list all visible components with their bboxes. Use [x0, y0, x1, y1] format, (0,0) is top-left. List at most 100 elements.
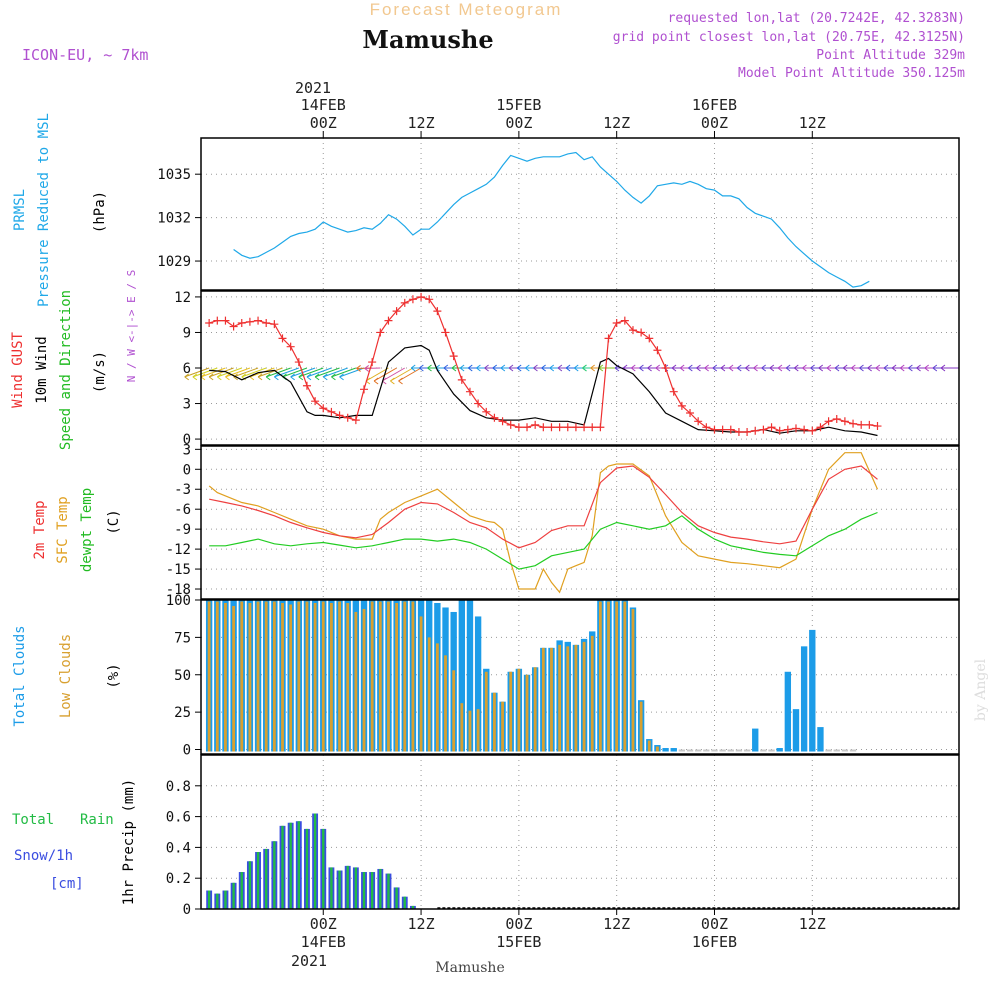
- total-cloud-bar: [768, 749, 775, 752]
- ytick-label: 100: [166, 593, 191, 609]
- wind-arrowhead: [777, 364, 783, 372]
- wind-gust-marker: [637, 328, 646, 337]
- total-cloud-bar: [743, 749, 751, 752]
- ytick-label: 9: [183, 325, 191, 341]
- wind-gust-marker: [319, 404, 328, 413]
- low-cloud-bar: [387, 601, 390, 752]
- total-cloud-bar: [776, 748, 783, 752]
- low-cloud-bar: [362, 608, 366, 752]
- wind-gust-marker: [408, 295, 417, 304]
- total-cloud-bar: [825, 749, 832, 752]
- time-tick-label: 00Z: [310, 114, 337, 132]
- low-cloud-bar: [517, 668, 521, 752]
- ytick-label: 75: [174, 630, 191, 646]
- wind-gust-marker: [311, 397, 320, 406]
- wind-arrowhead: [736, 364, 742, 372]
- wind-gust-marker: [563, 423, 572, 432]
- pressure-title-2: Pressure Reduced to MSL: [36, 113, 52, 307]
- total-cloud-bar: [809, 629, 816, 752]
- time-tick-label: 12Z: [408, 114, 435, 132]
- station-title: Mamushe: [362, 25, 493, 54]
- wind-arrowhead: [565, 364, 571, 372]
- wind-gust-marker: [808, 426, 817, 435]
- wind-gust-marker: [555, 423, 564, 432]
- wind-gust-marker: [547, 423, 556, 432]
- low-cloud-bar: [264, 601, 268, 752]
- wind-gust-marker: [213, 316, 222, 325]
- wind-arrowhead: [557, 364, 563, 372]
- wind-gust-marker: [482, 407, 491, 416]
- low-cloud-bar: [484, 671, 488, 752]
- wind-arrowhead: [891, 364, 897, 372]
- wind-gust-marker: [262, 318, 271, 327]
- wind-arrowhead: [443, 364, 449, 372]
- wind-gust-marker: [669, 387, 678, 396]
- wind-arrowhead: [688, 364, 693, 372]
- wind-arrowhead: [810, 364, 815, 372]
- panel-frame: [200, 137, 960, 291]
- wind-arrowhead: [916, 364, 921, 372]
- wind-arrowhead: [785, 364, 791, 372]
- precip-title-rain: Rain: [80, 812, 114, 828]
- wind-gust-marker: [376, 328, 385, 337]
- wind-arrowhead: [225, 373, 230, 381]
- panel-frame: [200, 599, 960, 755]
- wind-arrow: [331, 367, 357, 378]
- wind-arrowhead: [712, 364, 718, 372]
- precip-rain-bar: [322, 828, 325, 909]
- low-cloud-bar: [248, 602, 252, 752]
- total-cloud-bar: [711, 749, 718, 752]
- wind-gust-marker: [294, 358, 303, 367]
- time-tick-label: 12Z: [603, 114, 630, 132]
- low-cloud-bar: [240, 601, 244, 752]
- low-cloud-bar: [566, 646, 570, 752]
- wind-gust-marker: [449, 352, 458, 361]
- wind-arrowhead: [476, 364, 481, 372]
- low-cloud-bar: [590, 635, 594, 752]
- wind-arrowhead: [451, 364, 457, 372]
- wind-arrowhead: [208, 373, 214, 381]
- wind-gust-marker: [523, 423, 532, 432]
- wind-gust-marker: [417, 292, 426, 301]
- wind-gust-marker: [327, 407, 336, 416]
- precip-rain-bar: [297, 821, 300, 909]
- footer-station: Mamushe: [435, 960, 504, 976]
- low-cloud-bar: [444, 655, 447, 752]
- wind-arrowhead: [630, 364, 636, 372]
- low-cloud-bar: [493, 692, 496, 752]
- total-cloud-bar: [841, 749, 849, 752]
- wind-gust-marker: [734, 427, 743, 436]
- wind-arrow: [314, 367, 340, 378]
- ytick-label: -12: [166, 542, 191, 558]
- precip-title-snow: Snow/1h: [14, 848, 73, 864]
- wind-arrow: [241, 367, 267, 378]
- ytick-label: 3: [183, 397, 191, 413]
- wind-gust-marker: [783, 425, 792, 434]
- wind-arrow: [266, 367, 291, 378]
- ytick-label: 1032: [157, 211, 191, 227]
- precip-rain-bar: [281, 825, 284, 909]
- wind-gust-marker: [596, 423, 605, 432]
- wind-gust-marker: [425, 295, 434, 304]
- panel-frame: [200, 445, 960, 600]
- low-cloud-bar: [476, 709, 480, 752]
- wind-arrowhead: [769, 364, 775, 372]
- time-tick-label: 00Z: [505, 114, 532, 132]
- wind-gust-marker: [702, 423, 711, 432]
- low-cloud-bar: [623, 601, 627, 752]
- total-cloud-bar: [833, 749, 840, 752]
- time-tick-label: 00Z: [505, 915, 532, 933]
- precip-rain-bar: [289, 822, 292, 909]
- ytick-label: 0.4: [166, 840, 191, 856]
- wind-arrow: [233, 367, 259, 378]
- precip-rain-bar: [330, 867, 333, 909]
- wind-arrowhead: [720, 364, 726, 372]
- wind-arrow: [381, 367, 406, 382]
- precip-ylabel: 1hr Precip (mm): [121, 779, 137, 905]
- grid-coords: grid point closest lon,lat (20.75E, 42.3…: [613, 30, 965, 45]
- wind-arrow: [217, 367, 242, 378]
- wind-arrow: [184, 367, 210, 378]
- low-cloud-bar: [533, 667, 537, 752]
- wind-arrowhead: [322, 373, 328, 381]
- low-cloud-bar: [427, 637, 431, 752]
